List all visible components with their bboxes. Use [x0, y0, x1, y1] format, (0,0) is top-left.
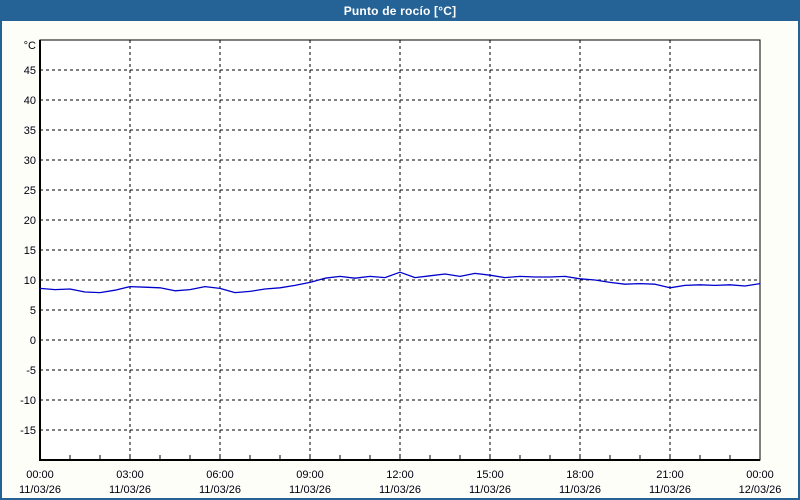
- svg-text:11/03/26: 11/03/26: [109, 484, 151, 496]
- svg-text:0: 0: [30, 335, 36, 347]
- svg-text:20: 20: [24, 215, 36, 227]
- window-title: Punto de rocío [°C]: [343, 4, 457, 18]
- svg-text:-15: -15: [20, 425, 36, 437]
- svg-text:25: 25: [24, 185, 36, 197]
- svg-text:09:00: 09:00: [296, 469, 324, 481]
- svg-text:11/03/26: 11/03/26: [649, 484, 691, 496]
- svg-text:06:00: 06:00: [206, 469, 234, 481]
- svg-text:45: 45: [24, 65, 36, 77]
- svg-text:12:00: 12:00: [386, 469, 414, 481]
- svg-text:12/03/26: 12/03/26: [739, 484, 782, 496]
- svg-text:5: 5: [30, 305, 36, 317]
- svg-text:15:00: 15:00: [476, 469, 504, 481]
- svg-text:15: 15: [24, 245, 36, 257]
- svg-text:11/03/26: 11/03/26: [199, 484, 241, 496]
- svg-text:11/03/26: 11/03/26: [469, 484, 511, 496]
- svg-text:35: 35: [24, 125, 36, 137]
- svg-text:11/03/26: 11/03/26: [559, 484, 601, 496]
- svg-text:11/03/26: 11/03/26: [379, 484, 421, 496]
- svg-text:03:00: 03:00: [116, 469, 144, 481]
- window-titlebar: Punto de rocío [°C]: [2, 2, 798, 21]
- svg-text:°C: °C: [24, 40, 36, 52]
- svg-text:18:00: 18:00: [566, 469, 594, 481]
- svg-text:11/03/26: 11/03/26: [19, 484, 61, 496]
- svg-text:10: 10: [24, 275, 36, 287]
- svg-text:30: 30: [24, 155, 36, 167]
- dew-point-chart: -15 -10 -5 0 5 10 15 20 25 30 35 40 45 °C 00:00 11/03/2…: [19, 39, 782, 496]
- svg-text:-5: -5: [26, 365, 36, 377]
- svg-text:21:00: 21:00: [656, 469, 684, 481]
- svg-text:40: 40: [24, 95, 36, 107]
- svg-text:11/03/26: 11/03/26: [289, 484, 331, 496]
- chart-area: -15 -10 -5 0 5 10 15 20 25 30 35 40 45 °C 00:00 11/03/2…: [2, 21, 798, 498]
- svg-text:-10: -10: [20, 395, 36, 407]
- svg-text:00:00: 00:00: [26, 469, 54, 481]
- svg-text:00:00: 00:00: [746, 469, 774, 481]
